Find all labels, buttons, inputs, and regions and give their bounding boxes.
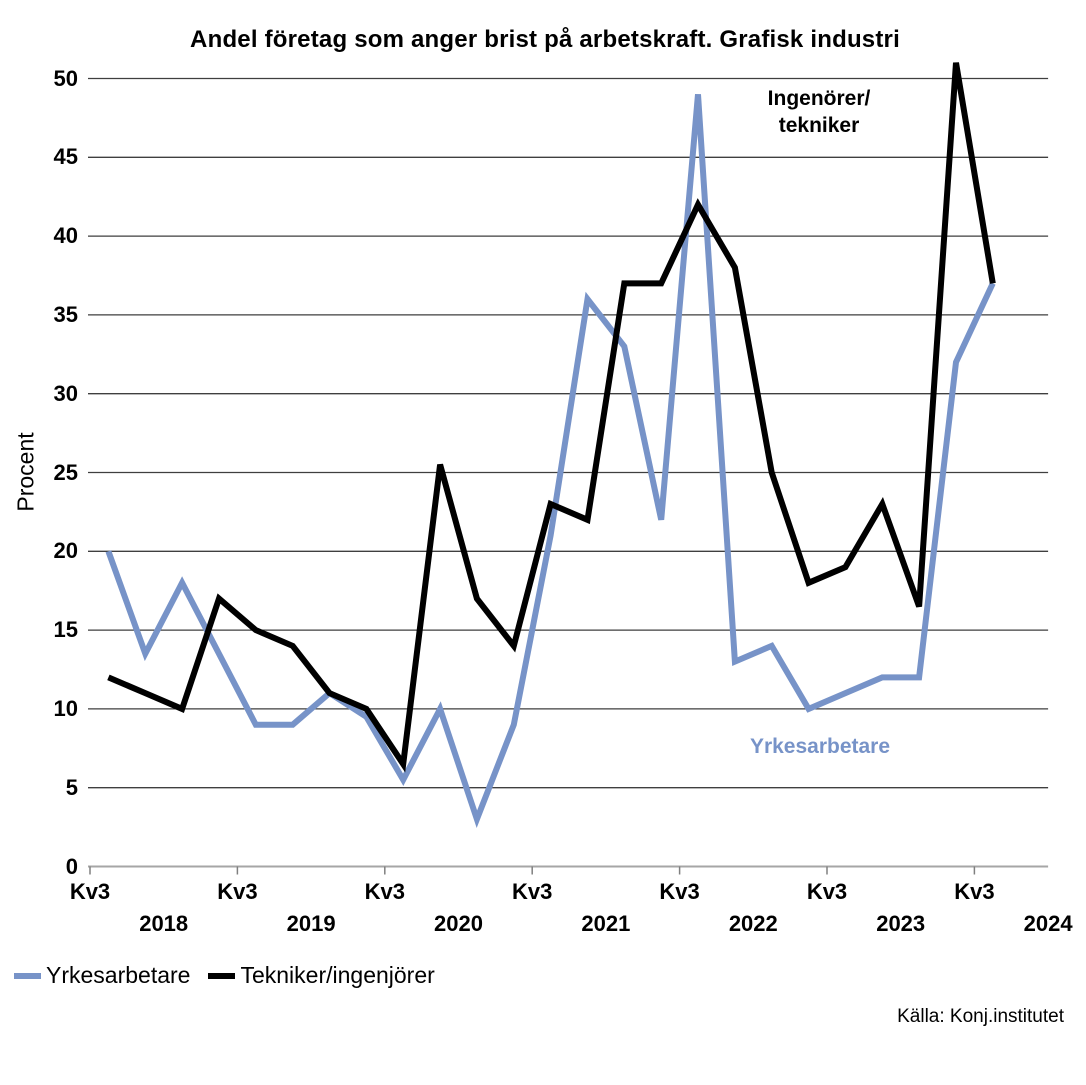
annotation-tekniker-ingenjorer: Ingenörer/ tekniker bbox=[728, 85, 910, 139]
annotation-line-1: Ingenörer/ bbox=[767, 87, 871, 110]
legend-swatch-black-line bbox=[208, 972, 236, 979]
y-axis-tick-label: 15 bbox=[53, 617, 78, 643]
x-axis-quarter-label: Kv3 bbox=[217, 879, 258, 904]
legend-item-tekniker-ingenjorer: Tekniker/ingenjörer bbox=[208, 962, 435, 989]
x-axis-year-label: 2024 bbox=[1023, 911, 1073, 936]
legend-label: Yrkesarbetare bbox=[46, 962, 191, 988]
legend-item-yrkesarbetare: Yrkesarbetare bbox=[14, 962, 190, 989]
x-axis-year-label: 2019 bbox=[286, 911, 336, 936]
x-axis-year-label: 2022 bbox=[728, 911, 778, 936]
x-axis-quarter-label: Kv3 bbox=[954, 879, 995, 904]
legend-label: Tekniker/ingenjörer bbox=[240, 962, 435, 988]
y-axis-tick-label: 40 bbox=[53, 223, 78, 249]
annotation-yrkesarbetare: Yrkesarbetare bbox=[749, 735, 891, 758]
y-axis-tick-label: 10 bbox=[53, 695, 78, 721]
x-axis-quarter-label: Kv3 bbox=[806, 879, 848, 904]
y-axis-tick-label: 5 bbox=[65, 774, 78, 800]
y-axis-tick-label: 45 bbox=[53, 144, 78, 170]
source-credit: Källa: Konj.institutet bbox=[897, 1006, 1064, 1027]
y-axis-tick-label: 30 bbox=[53, 380, 78, 406]
y-axis-tick-label: 0 bbox=[65, 853, 78, 879]
x-axis-quarter-label: Kv3 bbox=[512, 879, 553, 904]
x-axis-quarter-label: Kv3 bbox=[364, 879, 405, 904]
y-axis-tick-label: 35 bbox=[53, 301, 78, 327]
x-axis-year-label: 2021 bbox=[581, 911, 631, 936]
chart-title: Andel företag som anger brist på arbetsk… bbox=[190, 26, 900, 53]
annotation-line-2: tekniker bbox=[778, 114, 860, 137]
x-axis-year-label: 2020 bbox=[434, 911, 483, 936]
chart-legend: Yrkesarbetare Tekniker/ingenjörer bbox=[14, 962, 453, 989]
series-line-yrkesarbetare bbox=[105, 94, 996, 829]
y-axis-tick-label: 20 bbox=[53, 538, 78, 564]
x-axis-year-label: 2023 bbox=[876, 911, 926, 936]
x-axis-quarter-label: Kv3 bbox=[659, 879, 700, 904]
x-axis-quarter-label: Kv3 bbox=[69, 879, 111, 904]
y-axis-tick-label: 25 bbox=[53, 459, 78, 485]
series-line-tekniker-ingenj-rer bbox=[107, 62, 996, 773]
x-axis-year-label: 2018 bbox=[139, 911, 189, 936]
y-axis-tick-label: 50 bbox=[53, 65, 78, 91]
legend-swatch-blue-line bbox=[14, 972, 41, 979]
